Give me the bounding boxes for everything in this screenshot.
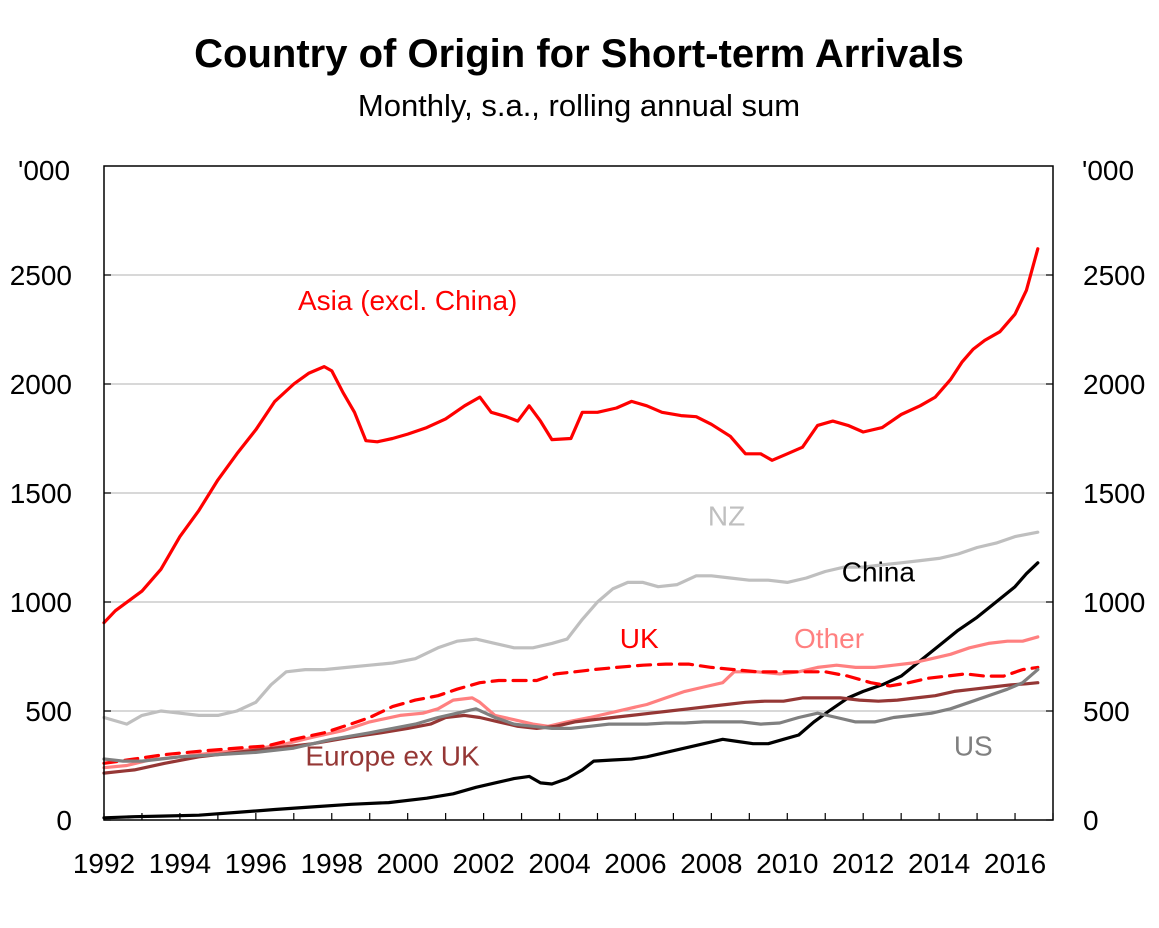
x-tick-label: 2008 <box>680 848 742 879</box>
x-tick-label: 2016 <box>984 848 1046 879</box>
series-label: Europe ex UK <box>305 741 480 772</box>
x-tick-label: 2010 <box>756 848 818 879</box>
x-tick-label: 2014 <box>908 848 970 879</box>
series-line-china <box>102 561 1040 820</box>
y-tick-label-right: 2500 <box>1083 260 1145 291</box>
x-tick-label: 1992 <box>73 848 135 879</box>
x-tick-label: 2000 <box>377 848 439 879</box>
y-tick-label-left: 2000 <box>10 369 72 400</box>
x-tick-label: 2006 <box>604 848 666 879</box>
plot-area-border <box>103 165 1054 821</box>
y-tick-label-right: 1000 <box>1083 587 1145 618</box>
series-lines <box>102 247 1040 820</box>
chart-subtitle: Monthly, s.a., rolling annual sum <box>358 88 800 123</box>
series-label: Asia (excl. China) <box>298 285 517 316</box>
series-labels: Asia (excl. China) NZ China Other UK Europe e… <box>298 285 993 772</box>
series-label: NZ <box>708 501 745 532</box>
series-line-other <box>102 635 1040 770</box>
y-tick-label-left: 1000 <box>10 587 72 618</box>
series-label: China <box>842 556 916 587</box>
series-line-uk <box>102 662 1040 765</box>
y-tick-label-left: 0 <box>56 805 72 836</box>
y-tick-label-left: 2500 <box>10 260 72 291</box>
y-tick-labels: 0 0 500 500 1000 1000 1500 1500 2000 2000 2500 2500 <box>10 260 1146 836</box>
x-tick-label: 1998 <box>301 848 363 879</box>
y-tick-label-left: 1500 <box>10 478 72 509</box>
series-line-us <box>102 668 1040 763</box>
gridlines <box>104 274 1053 821</box>
series-label: Other <box>794 623 864 654</box>
y-tick-label-left: 500 <box>25 696 72 727</box>
y-tick-label-right: 0 <box>1083 805 1099 836</box>
y-unit-right: '000 <box>1082 155 1134 186</box>
x-tick-label: 1994 <box>149 848 211 879</box>
x-tick-label: 2002 <box>452 848 514 879</box>
y-tick-label-right: 1500 <box>1083 478 1145 509</box>
chart-title: Country of Origin for Short-term Arrival… <box>194 32 964 76</box>
y-tick-label-right: 2000 <box>1083 369 1145 400</box>
series-label: US <box>954 731 993 762</box>
y-tick-label-right: 500 <box>1083 696 1130 727</box>
series-line-asia-excl-china <box>102 247 1040 625</box>
x-axis: 1992 1994 1996 1998 2000 2002 2004 2006 2008 2010… <box>73 813 1054 879</box>
x-tick-label: 2004 <box>528 848 590 879</box>
series-label: UK <box>620 623 659 654</box>
series-line-nz <box>102 530 1040 726</box>
x-tick-label: 1996 <box>225 848 287 879</box>
x-tick-label: 2012 <box>832 848 894 879</box>
y-unit-left: '000 <box>18 155 70 186</box>
